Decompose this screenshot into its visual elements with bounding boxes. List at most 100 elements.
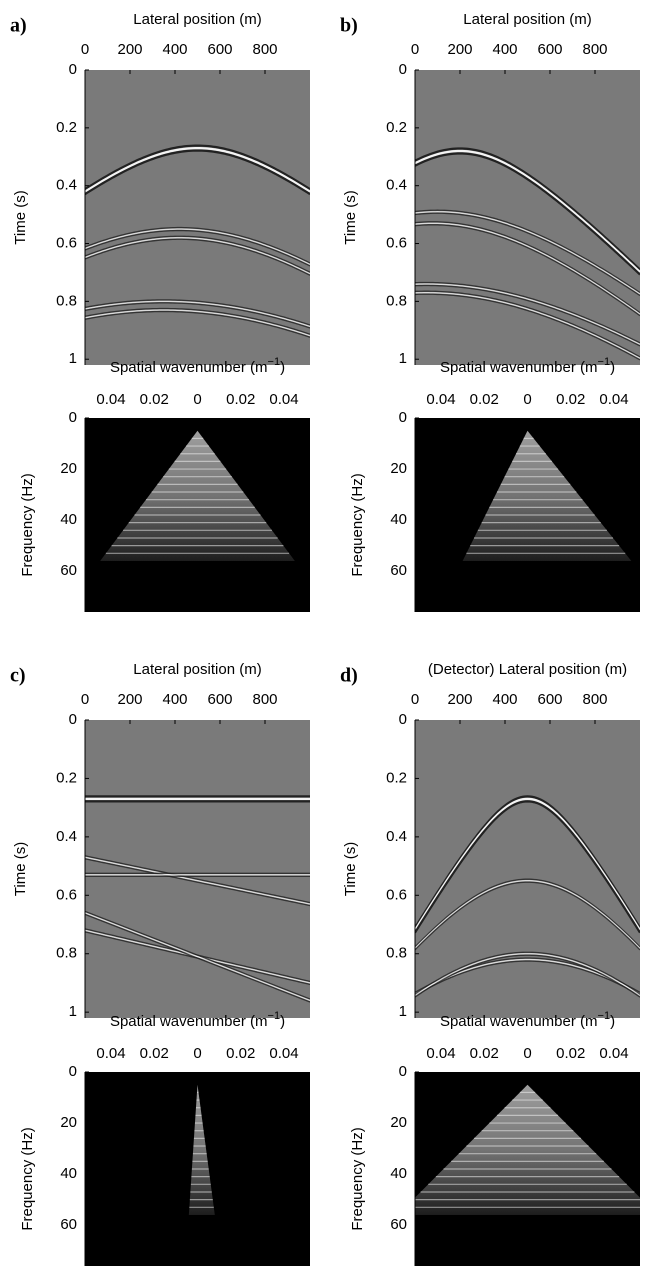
x-tick-label: 0 (523, 1045, 531, 1062)
reflection (85, 226, 310, 264)
x-tick-label: 0 (193, 391, 201, 408)
reflection (415, 222, 640, 315)
y-tick-label: 20 (60, 1114, 77, 1131)
reflection (85, 855, 310, 904)
reflection (415, 221, 640, 314)
x-tick-label: 800 (582, 691, 607, 708)
y-tick-label: 0.4 (56, 177, 77, 194)
events (85, 795, 310, 1003)
y-tick-label: 20 (60, 460, 77, 477)
y-tick-label: 0.8 (56, 945, 77, 962)
y-tick-label: 0 (399, 711, 407, 728)
x-tick-label: 0.02 (226, 391, 255, 408)
spectrum-energy (415, 1084, 640, 1215)
x-tick-label: 200 (117, 691, 142, 708)
seismic-image (415, 70, 640, 365)
reflection (415, 152, 640, 276)
y-tick-label: 0 (399, 61, 407, 78)
x-axis-title: Lateral position (m) (133, 661, 261, 678)
spectrum-energy (462, 430, 632, 561)
reflection (85, 912, 310, 1002)
reflection (415, 149, 640, 273)
reflection (85, 237, 310, 275)
reflection (415, 795, 640, 929)
reflection (85, 910, 310, 1000)
reflection (415, 211, 640, 295)
reflection (85, 302, 310, 329)
reflection (415, 953, 640, 997)
reflection (85, 309, 310, 337)
panel: a) Lateral position (m)0 200 400 600 80000.20… (10, 11, 310, 612)
y-axis-title: Time (s) (12, 842, 29, 896)
reflection (415, 880, 640, 949)
reflection (85, 229, 310, 267)
spectrum-energy (100, 430, 295, 561)
y-tick-label: 1 (69, 1003, 77, 1020)
reflection (85, 146, 310, 193)
reflection (415, 283, 640, 345)
x-tick-label: 0 (411, 41, 419, 58)
title-superscript: −1 (268, 356, 281, 368)
y-tick-label: 0.8 (386, 945, 407, 962)
x-tick-label: 0.04 (426, 1045, 455, 1062)
reflection (415, 292, 640, 359)
seismic-image (85, 70, 310, 365)
x-axis-title: Spatial wavenumber (m−1) (440, 1010, 615, 1030)
y-tick-label: 0.4 (386, 177, 407, 194)
reflection (85, 228, 310, 266)
y-tick-label: 20 (390, 1114, 407, 1131)
panel: d) (Detector) Lateral position (m)0 200 400… (340, 661, 640, 1266)
reflection (85, 307, 310, 335)
x-tick-label: 0.04 (269, 1045, 298, 1062)
y-axis-title: Frequency (Hz) (349, 1127, 366, 1230)
y-axis-title: Frequency (Hz) (19, 473, 36, 576)
reflection (415, 960, 640, 996)
reflection (415, 293, 640, 361)
panel-label: b) (340, 15, 358, 37)
reflection (85, 238, 310, 276)
title-text: Spatial wavenumber (m (440, 359, 598, 376)
spectrum-energy (188, 1084, 215, 1215)
x-axis-title: Spatial wavenumber (m−1) (440, 356, 615, 376)
y-tick-label: 60 (390, 562, 407, 579)
x-tick-label: 0.02 (470, 1045, 499, 1062)
x-tick-label: 400 (162, 691, 187, 708)
y-tick-label: 1 (399, 1003, 407, 1020)
y-tick-label: 0.2 (56, 769, 77, 786)
x-tick-label: 0 (81, 691, 89, 708)
energy-cone (462, 430, 632, 561)
reflection (415, 284, 640, 347)
reflection (415, 212, 640, 297)
x-tick-label: 200 (447, 691, 472, 708)
y-tick-label: 0.2 (386, 769, 407, 786)
title-superscript: −1 (268, 1010, 281, 1022)
title-text: Spatial wavenumber (m (110, 1013, 268, 1030)
x-tick-label: 600 (207, 41, 232, 58)
reflection (415, 797, 640, 931)
x-tick-label: 0.04 (599, 1045, 628, 1062)
y-tick-label: 0 (69, 1063, 77, 1080)
reflection (415, 951, 640, 995)
x-tick-label: 0.04 (96, 1045, 125, 1062)
panel-label: c) (10, 665, 26, 687)
y-tick-label: 40 (60, 511, 77, 528)
y-tick-label: 60 (390, 1216, 407, 1233)
panel: c) Lateral position (m)0 200 400 600 80000.20… (10, 661, 310, 1266)
y-axis-title: Frequency (Hz) (19, 1127, 36, 1230)
energy-cone (188, 1084, 215, 1215)
y-tick-label: 0 (399, 409, 407, 426)
reflection (415, 209, 640, 294)
y-tick-label: 0.6 (56, 234, 77, 251)
y-tick-label: 40 (390, 511, 407, 528)
x-tick-label: 0.02 (556, 391, 585, 408)
x-axis-title: Lateral position (m) (133, 11, 261, 28)
y-tick-label: 0.2 (56, 119, 77, 136)
x-tick-label: 0.02 (556, 1045, 585, 1062)
title-text: ) (610, 1013, 615, 1030)
x-tick-label: 0.02 (470, 391, 499, 408)
events (85, 144, 310, 338)
x-tick-label: 800 (252, 691, 277, 708)
events (415, 795, 640, 998)
x-tick-label: 0.04 (96, 391, 125, 408)
